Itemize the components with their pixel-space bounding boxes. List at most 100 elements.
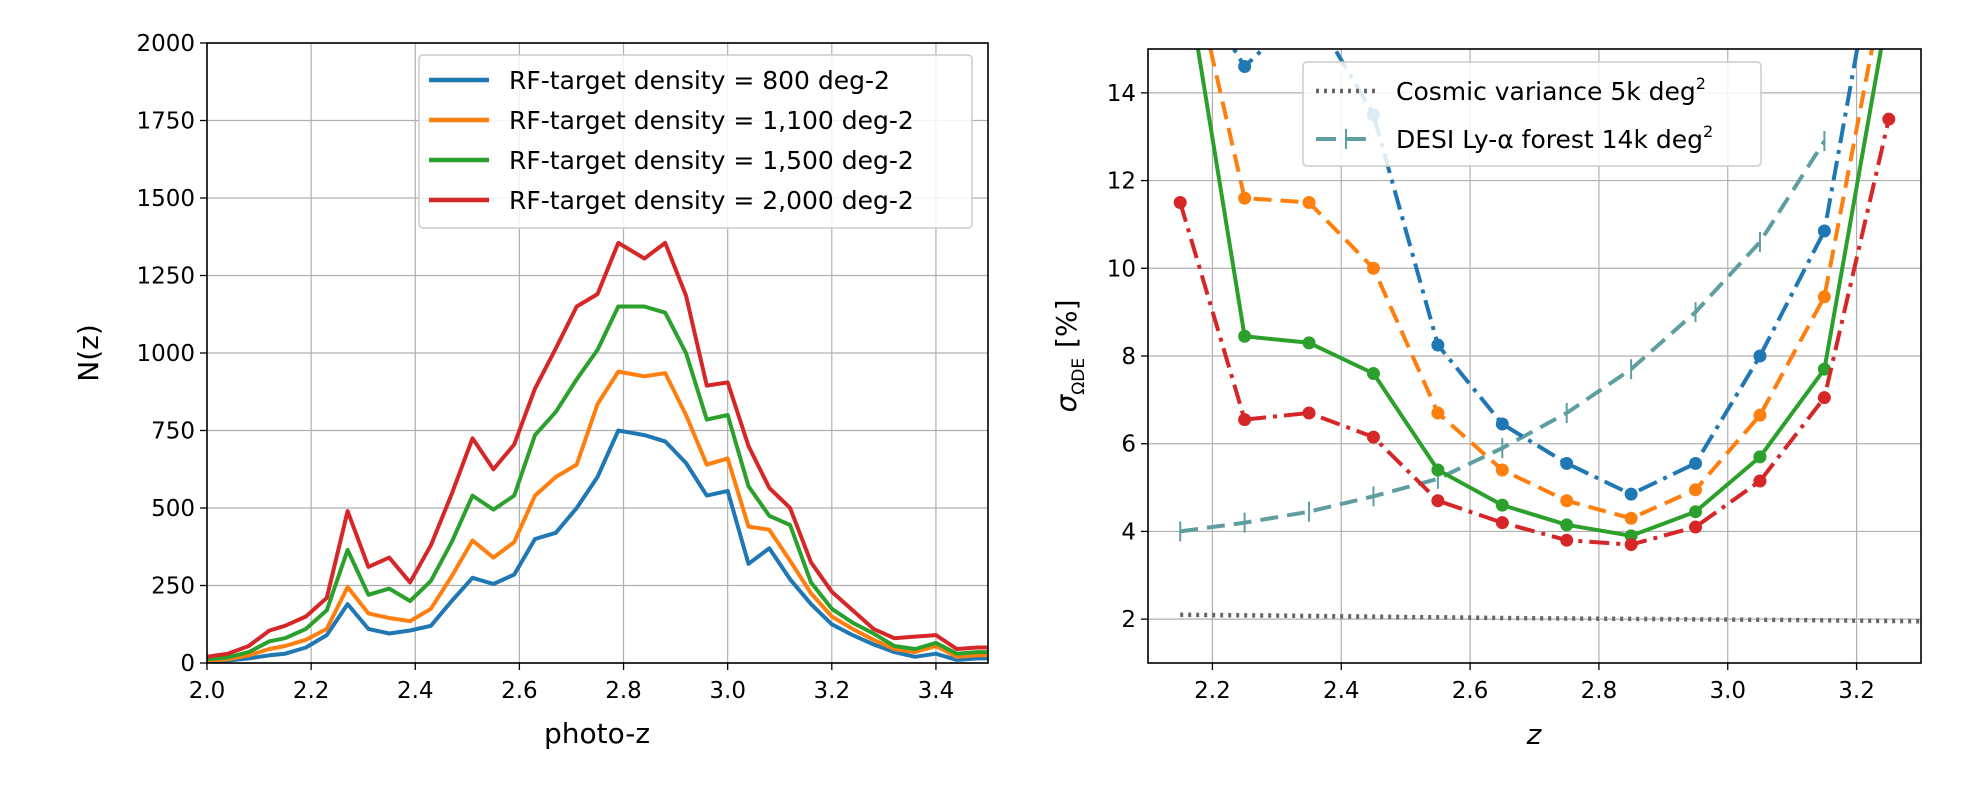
left-x-axis-label: photo-z	[544, 717, 650, 750]
right-y-ticks: 2 4 6 8 10 12 14	[1107, 81, 1148, 633]
right-series-5-point	[1366, 430, 1380, 444]
left-series-line-2	[207, 304, 988, 662]
right-legend-label-sup: 2	[1696, 74, 1706, 93]
right-series-3-point	[1431, 406, 1445, 420]
right-series-5-point	[1882, 112, 1896, 126]
right-series-3-point	[1366, 261, 1380, 275]
right-x-axis-label: z	[1526, 718, 1543, 751]
right-series-3-point	[1495, 463, 1509, 477]
right-series-line-0	[1180, 612, 1921, 624]
left-x-tick-label: 3.0	[709, 678, 746, 704]
right-y-tick-label: 8	[1121, 344, 1136, 370]
left-y-tick-label: 0	[180, 651, 195, 677]
right-series-line-4	[1195, 49, 1884, 538]
right-y-tick-label: 10	[1107, 256, 1136, 282]
right-series-5-point	[1624, 538, 1638, 552]
right-series-5-point	[1817, 391, 1831, 405]
right-series-lines	[1173, 0, 1921, 624]
right-series-3-point	[1624, 511, 1638, 525]
left-y-tick-label: 750	[151, 419, 195, 445]
right-series-4-point	[1302, 336, 1316, 350]
right-series-3-point	[1302, 196, 1316, 209]
right-series-line-3	[1208, 49, 1875, 521]
right-series-3-point	[1817, 290, 1831, 304]
right-y-tick-label: 14	[1107, 81, 1136, 107]
left-legend-label-3: RF-target density = 2,000 deg-2	[509, 186, 914, 215]
left-y-tick-label: 1000	[136, 341, 195, 367]
left-x-ticks: 2.0 2.2 2.4 2.6 2.8 3.0 3.2 3.4	[189, 663, 955, 704]
right-y-tick-label: 2	[1121, 607, 1136, 633]
right-series-3-point	[1689, 483, 1703, 497]
right-series-5-point	[1302, 406, 1316, 420]
right-x-tick-label: 2.8	[1581, 678, 1618, 704]
left-legend-label-2: RF-target density = 1,500 deg-2	[509, 146, 914, 175]
left-y-ticks: 0 250 500 750 1000 1250 1500 1750 2000	[136, 31, 207, 677]
right-legend-label-0: Cosmic variance 5k deg2	[1396, 74, 1706, 106]
right-series-2-point	[1238, 60, 1252, 74]
left-legend-label-0: RF-target density = 800 deg-2	[509, 66, 890, 95]
right-series-4-point	[1689, 505, 1703, 519]
right-series-3-point	[1560, 494, 1574, 508]
left-x-tick-label: 2.2	[293, 678, 330, 704]
right-x-ticks: 2.2 2.4 2.6 2.8 3.0 3.2	[1194, 663, 1875, 704]
left-legend: RF-target density = 800 deg-2 RF-target d…	[418, 54, 973, 229]
right-x-tick-label: 2.2	[1194, 678, 1231, 704]
right-series-2-point	[1303, 0, 1316, 12]
right-y-axis-label: σΩDE [%]	[1050, 299, 1089, 412]
right-series-2-point	[1624, 487, 1638, 501]
left-x-tick-label: 3.4	[918, 678, 955, 704]
right-x-tick-label: 3.2	[1838, 678, 1875, 704]
right-y-axis-label-main: σ	[1050, 394, 1083, 413]
right-y-tick-label: 6	[1121, 432, 1136, 458]
right-series-2-point	[1689, 456, 1703, 470]
svg-text:σΩDE[%]: σΩDE [%]	[1050, 299, 1089, 412]
right-series-4-point	[1882, 0, 1895, 12]
left-y-tick-label: 1500	[136, 186, 195, 212]
left-y-tick-label: 500	[151, 496, 195, 522]
right-series-2-point	[1560, 456, 1574, 470]
left-y-axis-label: N(z)	[72, 324, 105, 382]
right-x-tick-label: 2.4	[1323, 678, 1360, 704]
right-series-line-5	[1178, 118, 1891, 547]
right-series-3-point	[1238, 191, 1252, 205]
left-series-line-0	[207, 428, 988, 663]
right-legend-label-text: Cosmic variance 5k deg	[1396, 77, 1696, 106]
right-series-2-point	[1817, 224, 1831, 238]
left-x-tick-label: 2.6	[501, 678, 538, 704]
right-y-tick-label: 12	[1107, 169, 1136, 195]
right-series-3-point	[1753, 408, 1767, 422]
right-series-2-point	[1753, 349, 1767, 363]
right-y-axis-label-sub: ΩDE	[1069, 358, 1089, 395]
left-y-tick-label: 2000	[136, 31, 195, 57]
left-series-line-1	[207, 369, 988, 663]
left-x-tick-label: 2.8	[605, 678, 642, 704]
left-series-lines	[207, 240, 988, 663]
right-series-4-point	[1495, 498, 1509, 512]
right-y-axis-label-unit: [%]	[1050, 299, 1083, 347]
right-series-4-point	[1817, 362, 1831, 376]
right-series-2-point	[1495, 417, 1509, 431]
right-series-4-point	[1366, 367, 1380, 381]
right-series-5-point	[1689, 520, 1703, 534]
right-series-4-point	[1238, 329, 1252, 343]
right-x-tick-label: 2.6	[1452, 678, 1489, 704]
left-y-tick-label: 1250	[136, 264, 195, 290]
right-series-5-point	[1753, 474, 1767, 488]
right-series-2-point	[1431, 338, 1445, 352]
right-series-5-point	[1431, 494, 1445, 508]
left-x-tick-label: 2.0	[189, 678, 226, 704]
left-y-tick-label: 250	[151, 574, 195, 600]
left-legend-box	[418, 54, 973, 229]
right-series-5-point	[1495, 516, 1509, 530]
left-x-tick-label: 3.2	[814, 678, 851, 704]
left-legend-label-1: RF-target density = 1,100 deg-2	[509, 106, 914, 135]
right-series-4-point	[1431, 463, 1445, 477]
left-x-tick-label: 2.4	[397, 678, 434, 704]
right-series-4-point	[1560, 518, 1574, 532]
left-y-tick-label: 1750	[136, 109, 195, 135]
right-x-tick-label: 3.0	[1709, 678, 1746, 704]
right-series-5-point	[1173, 196, 1187, 209]
